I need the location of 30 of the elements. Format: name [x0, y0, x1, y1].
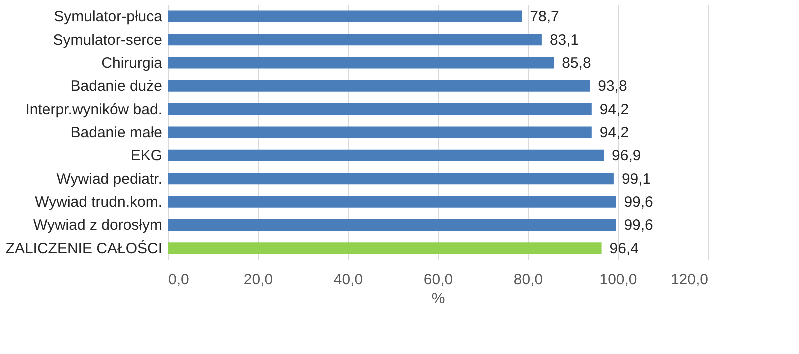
y-tick-label: Symulator-serce: [53, 32, 162, 49]
y-tick-label: Wywiad trudn.kom.: [35, 194, 162, 212]
data-label: 99,6: [624, 194, 654, 212]
data-label: 96,4: [610, 240, 640, 258]
x-tick-label: 60,0: [424, 272, 454, 288]
x-tick-label: 40,0: [334, 272, 364, 288]
x-tick-label: 20,0: [244, 272, 274, 288]
x-tick-label: 80,0: [514, 272, 544, 288]
data-label: 83,1: [550, 32, 580, 49]
x-tick-label: 0,0: [168, 272, 190, 288]
data-label: 96,9: [612, 148, 642, 165]
data-label: 78,7: [530, 8, 560, 26]
data-label: 99,1: [622, 170, 652, 188]
data-label: 85,8: [562, 54, 592, 72]
x-tick-label: 120,0: [670, 272, 708, 288]
y-tick-label: Wywiad pediatr.: [56, 170, 162, 188]
x-tick-label: 100,0: [600, 272, 638, 288]
data-label: 99,6: [624, 217, 654, 234]
y-tick-label: Badanie duże: [70, 78, 162, 96]
y-tick-label: Chirurgia: [102, 54, 164, 72]
y-tick-label: EKG: [130, 148, 162, 165]
y-tick-label: Interpr.wyników bad.: [26, 101, 162, 118]
data-label: 93,8: [598, 78, 628, 96]
data-label: 94,2: [600, 124, 630, 142]
y-tick-label: Wywiad z dorosłym: [33, 217, 162, 234]
y-tick-label: Badanie małe: [70, 124, 162, 142]
y-tick-label: Symulator-płuca: [54, 8, 164, 26]
x-axis-title: %: [432, 290, 446, 308]
y-tick-label: ZALICZENIE CAŁOŚCI: [6, 239, 162, 258]
data-label: 94,2: [600, 101, 630, 118]
